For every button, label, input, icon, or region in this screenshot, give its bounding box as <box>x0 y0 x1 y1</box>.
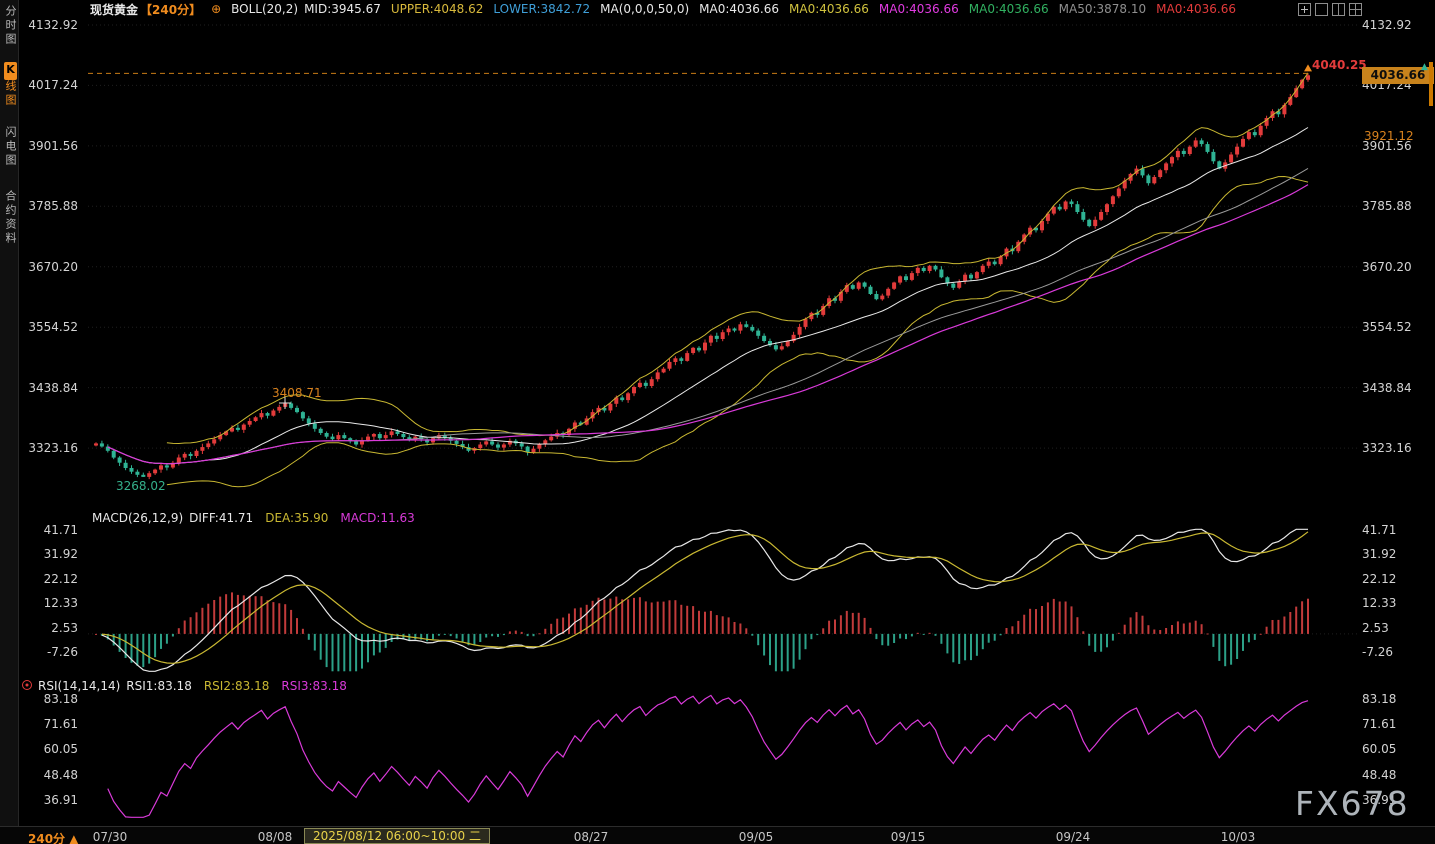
ma-readout: MA0:4036.66 <box>1156 2 1236 16</box>
symbol-title: 现货黄金 <box>90 1 138 18</box>
rsi2-readout: RSI2:83.18 <box>204 679 270 693</box>
crosshair-time-box: 2025/08/12 06:00~10:00 二 <box>304 828 490 844</box>
ma-readout: MA0:4036.66 <box>789 2 869 16</box>
macd-diff-readout: DIFF:41.71 <box>189 511 253 525</box>
ma-value-tag: 3921.12 <box>1364 129 1414 143</box>
rsi3-readout: RSI3:83.18 <box>281 679 347 693</box>
kline-badge: K <box>4 62 17 80</box>
macd-title: MACD(26,12,9) <box>92 511 183 525</box>
add-pane-icon[interactable] <box>1298 3 1311 16</box>
axis-tick: 3438.84 <box>1362 381 1412 395</box>
indicator-header: 现货黄金 【240分】 ⊕ BOLL(20,2) MID:3945.67 UPP… <box>90 1 1236 17</box>
kline-rest: 线图 <box>4 80 17 108</box>
axis-tick: 83.18 <box>1362 692 1396 706</box>
ma-readout: MA50:3878.10 <box>1059 2 1147 16</box>
axis-tick: 12.33 <box>1362 596 1396 610</box>
sidebar: 分时图 K线图 闪电图 合约资料 <box>0 0 19 844</box>
axis-tick: 3554.52 <box>1362 320 1412 334</box>
boll-upper-readout: UPPER:4048.62 <box>391 2 483 16</box>
grid-pane-icon[interactable] <box>1349 3 1362 16</box>
fx678-watermark: FX678 <box>1295 784 1410 823</box>
rsi-marker-icon <box>26 684 29 687</box>
sidebar-item-lightning-chart[interactable]: 闪电图 <box>2 126 18 168</box>
macd-value-readout: MACD:11.63 <box>340 511 414 525</box>
macd-dea-readout: DEA:35.90 <box>265 511 328 525</box>
time-label: 08/08 <box>258 830 293 844</box>
add-indicator-icon[interactable]: ⊕ <box>211 2 221 16</box>
right-scroll-indicator[interactable] <box>1429 62 1433 106</box>
axis-tick: 3323.16 <box>1362 441 1412 455</box>
price-up-arrow: ▲ <box>1421 62 1428 72</box>
axis-tick: 71.61 <box>1362 717 1396 731</box>
chart-layout-toolbar <box>1298 3 1362 16</box>
trading-app: 分时图 K线图 闪电图 合约资料 现货黄金 【240分】 ⊕ BOLL(20,2… <box>0 0 1435 844</box>
axis-tick: 22.12 <box>1362 572 1396 586</box>
boll-label: BOLL(20,2) <box>231 2 298 16</box>
time-label: 09/05 <box>739 830 774 844</box>
sidebar-item-kline-chart[interactable]: K线图 <box>2 62 18 108</box>
last-candle-arrow <box>1304 64 1312 71</box>
swing-high-label: 3408.71 <box>272 386 322 400</box>
rsi-header: RSI(14,14,14) RSI1:83.18 RSI2:83.18 RSI3… <box>38 679 347 693</box>
axis-tick: 31.92 <box>1362 547 1396 561</box>
ma-group-label: MA(0,0,0,50,0) <box>600 2 689 16</box>
rsi-line <box>108 695 1308 817</box>
axis-tick: -7.26 <box>1362 645 1393 659</box>
ma-readout: MA0:4036.66 <box>969 2 1049 16</box>
sidebar-item-contract-info[interactable]: 合约资料 <box>2 190 18 246</box>
boll-mid-line <box>108 128 1308 464</box>
macd-histogram <box>95 592 1309 671</box>
split-pane-icon[interactable] <box>1332 3 1345 16</box>
axis-tick: 2.53 <box>1362 621 1389 635</box>
time-label: 09/24 <box>1056 830 1091 844</box>
macd-header: MACD(26,12,9) DIFF:41.71 DEA:35.90 MACD:… <box>92 511 415 525</box>
ma-readout: MA0:4036.66 <box>699 2 779 16</box>
interval-badge: 【240分】 <box>140 1 201 18</box>
time-label: 09/15 <box>891 830 926 844</box>
rsi-title: RSI(14,14,14) <box>38 679 120 693</box>
axis-tick: 48.48 <box>1362 768 1396 782</box>
axis-tick: 4132.92 <box>1362 18 1412 32</box>
chart-canvas[interactable] <box>0 0 1435 844</box>
axis-tick: 3670.20 <box>1362 260 1412 274</box>
ma-readout: MA0:4036.66 <box>879 2 959 16</box>
time-label: 07/30 <box>93 830 128 844</box>
single-pane-icon[interactable] <box>1315 3 1328 16</box>
boll-mid-readout: MID:3945.67 <box>304 2 381 16</box>
sidebar-item-time-chart[interactable]: 分时图 <box>2 5 18 47</box>
axis-tick: 60.05 <box>1362 742 1396 756</box>
macd-dea-line <box>102 532 1308 664</box>
swing-low-label: 3268.02 <box>116 479 166 493</box>
interval-footer: 240分 ▲ <box>28 830 78 844</box>
ma-readouts: MA0:4036.66 MA0:4036.66 MA0:4036.66 MA0:403… <box>699 2 1236 16</box>
period-high-label: 4040.25 <box>1312 58 1367 72</box>
boll-lower-readout: LOWER:3842.72 <box>493 2 590 16</box>
axis-tick: 3785.88 <box>1362 199 1412 213</box>
time-axis-bar: 240分 ▲ 07/30 08/08 08/27 09/05 09/15 09/24 10/… <box>0 826 1435 844</box>
gridlines <box>88 25 1358 634</box>
candles-layer <box>94 73 1310 479</box>
time-label: 08/27 <box>574 830 609 844</box>
time-label: 10/03 <box>1221 830 1256 844</box>
axis-tick: 41.71 <box>1362 523 1396 537</box>
rsi1-readout: RSI1:83.18 <box>126 679 192 693</box>
